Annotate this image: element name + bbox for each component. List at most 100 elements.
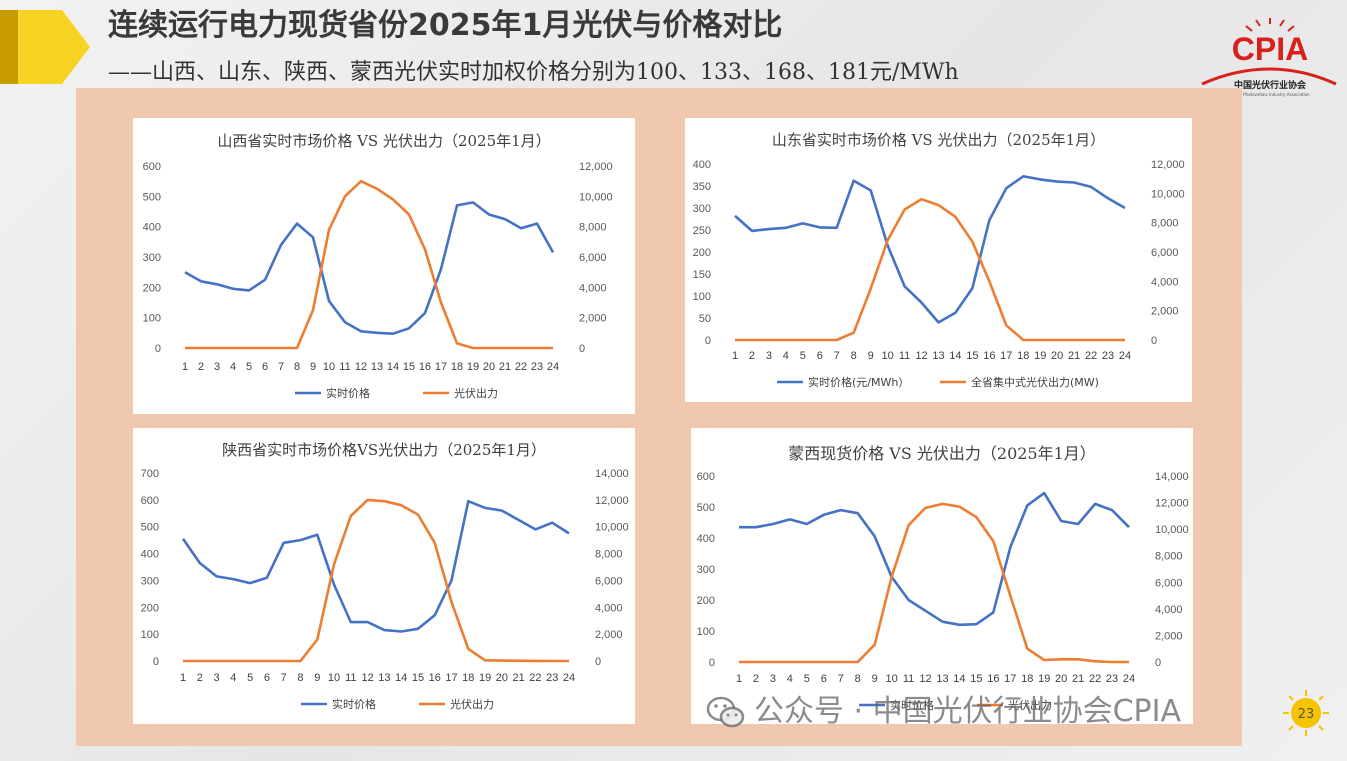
y-left-tick-label: 100 <box>697 626 715 638</box>
legend-label: 光伏出力 <box>454 386 498 400</box>
y-left-tick-label: 200 <box>697 595 715 607</box>
y-left-tick-label: 0 <box>153 656 159 668</box>
legend-label: 光伏出力 <box>1008 698 1052 712</box>
x-tick-label: 2 <box>753 673 759 685</box>
x-tick-label: 5 <box>246 361 252 373</box>
x-tick-label: 20 <box>1051 350 1063 362</box>
x-tick-label: 8 <box>851 350 857 362</box>
y-right-tick-label: 8,000 <box>1151 218 1179 230</box>
x-tick-label: 17 <box>1000 350 1012 362</box>
y-right-tick-label: 12,000 <box>1155 498 1189 510</box>
x-tick-label: 10 <box>323 361 335 373</box>
x-tick-label: 6 <box>817 350 823 362</box>
y-left-tick-label: 100 <box>143 313 161 325</box>
x-tick-label: 21 <box>1072 673 1084 685</box>
x-tick-label: 6 <box>821 673 827 685</box>
series-line-pv <box>735 197 1125 342</box>
y-right-tick-label: 2,000 <box>1151 306 1179 318</box>
x-tick-label: 14 <box>395 672 407 684</box>
y-right-tick-label: 4,000 <box>1155 604 1183 616</box>
x-tick-label: 17 <box>435 361 447 373</box>
y-left-tick-label: 300 <box>141 575 159 587</box>
y-right-tick-label: 0 <box>595 656 601 668</box>
x-tick-label: 15 <box>403 361 415 373</box>
x-tick-label: 15 <box>970 673 982 685</box>
x-tick-label: 10 <box>885 673 897 685</box>
x-tick-label: 20 <box>1055 673 1067 685</box>
page-number-badge: 23 <box>1283 690 1329 736</box>
y-right-tick-label: 14,000 <box>1155 471 1189 483</box>
y-left-tick-label: 300 <box>143 252 161 264</box>
slide-subtitle: ——山西、山东、陕西、蒙西光伏实时加权价格分别为100、133、168、181元… <box>108 60 959 85</box>
y-right-tick-label: 2,000 <box>1155 630 1183 642</box>
watermark-text: 公众号 · 中国光伏行业协会CPIA <box>754 694 1182 729</box>
x-tick-label: 11 <box>899 350 910 362</box>
chart-svg: 0 100 200 300 400 500 600 0 2,000 4,000 6,000 8,000… <box>143 161 613 400</box>
y-left-tick-label: 600 <box>697 471 715 483</box>
x-tick-label: 1 <box>732 350 738 362</box>
y-right-tick-label: 4,000 <box>1151 276 1179 288</box>
x-tick-label: 4 <box>787 673 793 685</box>
x-tick-label: 15 <box>412 672 424 684</box>
x-tick-label: 3 <box>214 672 220 684</box>
x-tick-label: 8 <box>855 673 861 685</box>
x-tick-label: 14 <box>953 673 965 685</box>
x-tick-label: 10 <box>328 672 340 684</box>
x-tick-label: 1 <box>182 361 188 373</box>
y-left-tick-label: 250 <box>693 225 711 237</box>
x-tick-label: 9 <box>872 673 878 685</box>
y-right-tick-label: 2,000 <box>579 313 607 325</box>
series-line-pv <box>739 502 1129 664</box>
chart-title: 陕西省实时市场价格VS光伏出力（2025年1月） <box>222 441 546 459</box>
x-tick-label: 19 <box>1034 350 1046 362</box>
wechat-icon <box>706 696 745 727</box>
legend-label: 光伏出力 <box>450 697 494 711</box>
x-tick-label: 12 <box>355 361 367 373</box>
x-tick-label: 5 <box>800 350 806 362</box>
logo-caption: 中国光伏行业协会 <box>1234 79 1307 91</box>
legend-label: 实时价格 <box>890 698 934 712</box>
x-tick-label: 12 <box>919 673 931 685</box>
series-line-price <box>739 491 1130 627</box>
x-tick-label: 12 <box>915 350 927 362</box>
y-left-tick-label: 50 <box>699 313 711 325</box>
legend-label: 实时价格 <box>332 697 376 711</box>
x-tick-label: 2 <box>198 361 204 373</box>
y-left-tick-label: 500 <box>143 191 161 203</box>
y-right-tick-label: 6,000 <box>579 252 607 264</box>
chart-title: 山西省实时市场价格 VS 光伏出力（2025年1月） <box>217 132 551 150</box>
x-tick-label: 24 <box>1123 673 1135 685</box>
y-right-tick-label: 10,000 <box>1155 524 1189 536</box>
y-right-tick-label: 8,000 <box>595 549 623 561</box>
x-tick-label: 7 <box>834 350 840 362</box>
y-left-tick-label: 200 <box>141 602 159 614</box>
x-tick-label: 7 <box>278 361 284 373</box>
x-tick-label: 18 <box>1017 350 1029 362</box>
x-tick-label: 16 <box>429 672 441 684</box>
x-tick-label: 23 <box>1106 673 1118 685</box>
x-tick-label: 23 <box>531 361 543 373</box>
y-right-tick-label: 8,000 <box>1155 551 1183 563</box>
y-right-tick-label: 0 <box>1155 657 1161 669</box>
x-tick-label: 8 <box>294 361 300 373</box>
y-left-tick-label: 400 <box>143 222 161 234</box>
slide-accent-arrow <box>0 10 90 84</box>
x-tick-label: 10 <box>881 350 893 362</box>
y-left-tick-label: 200 <box>143 282 161 294</box>
x-tick-label: 17 <box>445 672 457 684</box>
y-left-tick-label: 400 <box>697 533 715 545</box>
x-tick-label: 23 <box>546 672 558 684</box>
x-tick-label: 17 <box>1004 673 1016 685</box>
y-right-tick-label: 6,000 <box>1155 577 1183 589</box>
y-left-tick-label: 300 <box>693 203 711 215</box>
y-left-tick-label: 0 <box>155 343 161 355</box>
y-right-tick-label: 12,000 <box>579 161 613 173</box>
y-left-tick-label: 300 <box>697 564 715 576</box>
x-tick-label: 12 <box>361 672 373 684</box>
x-tick-label: 19 <box>479 672 491 684</box>
legend-label: 实时价格(元/MWh） <box>808 375 909 389</box>
x-tick-label: 16 <box>983 350 995 362</box>
y-right-tick-label: 14,000 <box>595 468 629 480</box>
x-tick-label: 24 <box>547 361 559 373</box>
chart-svg: 0 100 200 300 400 500 600 0 2,000 4,000 6,000 8,000… <box>697 471 1189 712</box>
